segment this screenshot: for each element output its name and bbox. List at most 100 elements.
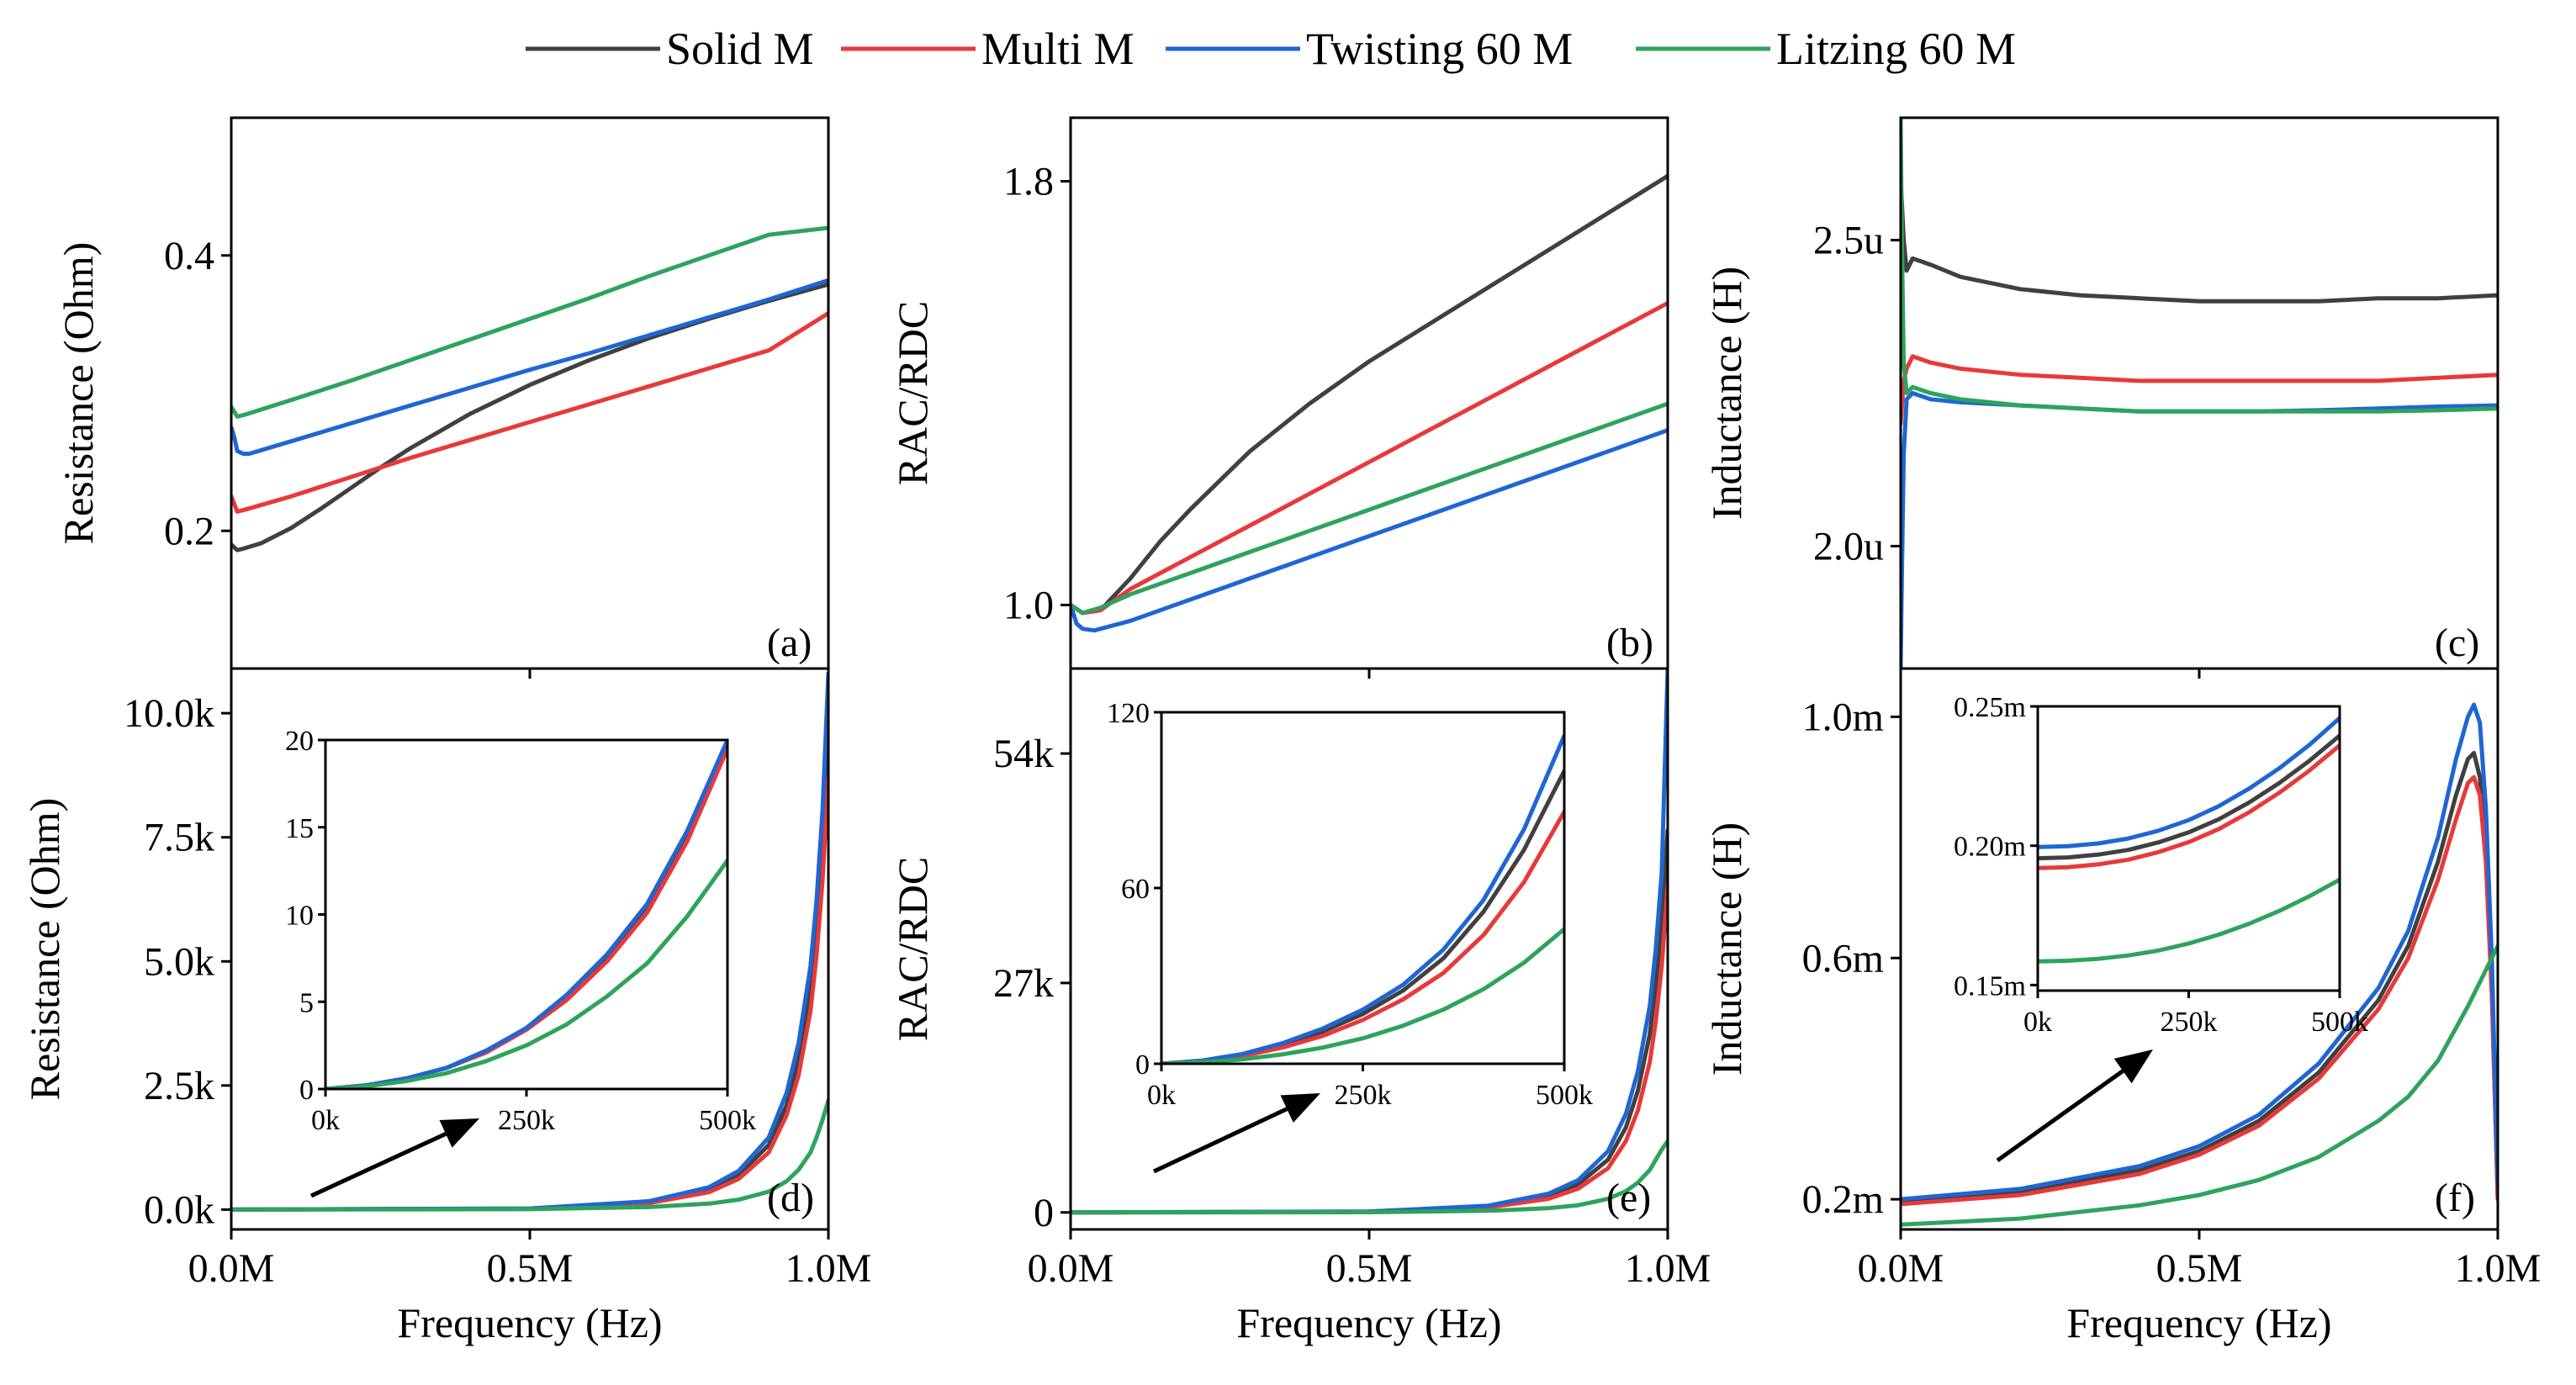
series-line-twist (231, 671, 828, 1212)
series-group (1071, 669, 1668, 1215)
y-tick-label: 1.0 (1003, 583, 1054, 627)
inset-x-tick-label: 500k (2311, 1007, 2368, 1038)
series-group (231, 225, 828, 552)
inset-y-tick-label: 0 (299, 1075, 314, 1106)
inset-x-tick-label: 250k (1335, 1080, 1392, 1111)
inset-y-tick-label: 0.20m (1954, 832, 2026, 863)
panel-b: 1.0 1.8 RAC/RDC (b) (889, 116, 1669, 679)
panel-label: (e) (1606, 1176, 1651, 1220)
series-line-solid (231, 282, 828, 552)
arrow-head (439, 1118, 479, 1148)
inset-y-tick-label: 10 (285, 901, 314, 932)
inset-series-group (325, 740, 727, 1089)
panel-d: 0.0k 2.5k 5.0k 7.5k 10.0k 0.0M 0.5M 1.0M Resista… (21, 667, 872, 1346)
y-tick-label: 5.0k (144, 939, 214, 984)
panel-f: 0.2m 0.6m 1.0m 0.0M 0.5M 1.0M Inductance (H) Fr… (1703, 667, 2542, 1346)
x-tick-label: 1.0M (785, 1246, 872, 1291)
inset-x-tick-label: 250k (2161, 1007, 2218, 1038)
panel-label: (a) (767, 621, 812, 665)
inset-series-group (2038, 716, 2340, 964)
panels: 0.2 0.4 Resistance (Ohm) (a) 1.0 1.8 RAC/RDC (b… (21, 116, 2542, 1346)
inset-series-line-twist (2038, 716, 2340, 849)
arrow-shaft (309, 1132, 447, 1198)
inset-background (2038, 706, 2340, 991)
series-line-litz (1071, 1139, 1668, 1215)
x-tick-label: 1.0M (1625, 1246, 1711, 1291)
y-axis-label: Resistance (Ohm) (55, 242, 102, 545)
x-axis-label: Frequency (Hz) (1236, 1299, 1501, 1346)
y-tick-label: 0.4 (164, 234, 214, 278)
inset-arrow (309, 1118, 479, 1198)
inset-arrow (1152, 1093, 1320, 1174)
inset-y-tick-label: 0.15m (1954, 970, 2026, 1002)
panel-label: (d) (767, 1176, 814, 1220)
x-axis-label: Frequency (Hz) (397, 1299, 662, 1346)
y-tick-label: 0.0k (144, 1187, 214, 1232)
inset-x-tick-label: 500k (1536, 1080, 1593, 1111)
arrow-head (1280, 1093, 1320, 1123)
inset-x-tick-label: 250k (498, 1105, 555, 1136)
y-axis-label: Resistance (Ohm) (21, 798, 68, 1101)
y-tick-label: 2.5k (144, 1064, 214, 1108)
legend: Solid M Multi M Twisting 60 M Litzing 60 M (526, 24, 2016, 74)
inset-arrow (1996, 1049, 2153, 1163)
x-tick-label: 0.5M (487, 1246, 574, 1291)
panel-label: (f) (2435, 1176, 2475, 1220)
arrow-shaft (1996, 1069, 2124, 1163)
arrow-head (2113, 1049, 2153, 1084)
inset-series-line-twist (1161, 733, 1564, 1064)
series-line-multi (1901, 354, 2498, 426)
panel-label: (c) (2435, 621, 2479, 665)
x-tick-label: 1.0M (2455, 1246, 2542, 1291)
y-tick-label: 0.6m (1802, 936, 1884, 981)
series-line-twist (1071, 428, 1668, 633)
x-tick-label: 0.5M (2156, 1246, 2243, 1291)
inset-y-tick-label: 15 (285, 813, 314, 844)
inset-series-line-multi (2038, 743, 2340, 870)
y-tick-label: 10.0k (124, 691, 214, 736)
inset-x-tick-label: 500k (699, 1105, 756, 1136)
x-axis-label: Frequency (Hz) (2066, 1299, 2331, 1346)
y-axis-label: Inductance (H) (1703, 267, 1750, 520)
inset-e: 0 60 120 0k 250k 500k (1107, 698, 1593, 1111)
plot-frame (1899, 116, 2499, 670)
y-tick-label: 1.0m (1802, 695, 1884, 739)
x-tick-label: 0.0M (1858, 1246, 1944, 1291)
series-line-litz (1901, 118, 2498, 414)
y-tick-label: 27k (993, 961, 1054, 1006)
series-group (231, 671, 828, 1212)
inset-series-line-litz (1161, 927, 1564, 1064)
inset-d: 0 5 10 15 20 0k 250k 500k (285, 726, 756, 1136)
y-tick-label: 54k (993, 732, 1054, 776)
series-line-litz (231, 225, 828, 419)
inset-y-tick-label: 0 (1135, 1049, 1150, 1081)
x-tick-label: 0.0M (188, 1246, 275, 1291)
inset-y-tick-label: 5 (299, 987, 314, 1018)
x-tick-label: 0.5M (1326, 1246, 1413, 1291)
series-line-twist (231, 278, 828, 457)
inset-f: 0.15m 0.20m 0.25m 0k 250k 500k (1954, 692, 2368, 1038)
inset-series-line-litz (2038, 877, 2340, 964)
arrow-shaft (1152, 1107, 1288, 1174)
series-group (1901, 702, 2498, 1227)
series-line-twist (1901, 702, 2498, 1202)
legend-label-litz: Litzing 60 M (1776, 24, 2016, 74)
y-axis-label: RAC/RDC (889, 857, 936, 1042)
plot-frame (230, 116, 830, 670)
y-axis-label: Inductance (H) (1703, 822, 1750, 1076)
legend-label-solid: Solid M (666, 24, 814, 74)
panel-a: 0.2 0.4 Resistance (Ohm) (a) (55, 116, 830, 679)
series-line-solid (1901, 177, 2498, 304)
series-line-multi (1071, 300, 1668, 616)
x-tick-label: 0.0M (1028, 1246, 1114, 1291)
legend-label-twist: Twisting 60 M (1306, 24, 1573, 74)
inset-y-tick-label: 0.25m (1954, 692, 2026, 723)
inset-x-tick-label: 0k (311, 1105, 340, 1136)
series-group (1901, 118, 2498, 669)
series-line-twist (1901, 391, 2498, 669)
legend-label-multi: Multi M (981, 24, 1135, 74)
inset-y-tick-label: 20 (285, 726, 314, 757)
y-tick-label: 2.0u (1813, 524, 1884, 568)
panel-e: 0 27k 54k 0.0M 0.5M 1.0M RAC/RDC Frequency (Hz)… (889, 667, 1711, 1346)
